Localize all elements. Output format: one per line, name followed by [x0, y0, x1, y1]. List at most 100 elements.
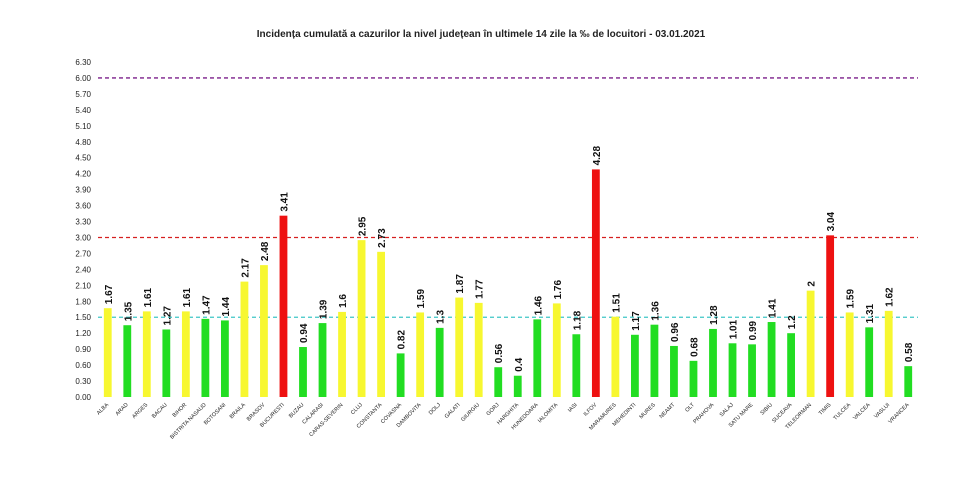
data-label: 0.56 — [494, 343, 505, 363]
x-tick-label: BUZAU — [288, 402, 305, 419]
bar — [279, 215, 288, 397]
bar — [221, 320, 229, 397]
y-tick-label: 1.20 — [75, 329, 91, 338]
data-label: 0.4 — [514, 357, 525, 371]
data-label: 2.48 — [260, 241, 271, 261]
x-tick-label: BACAU — [151, 402, 169, 420]
data-label: 1.39 — [319, 299, 330, 319]
bar — [162, 329, 171, 397]
data-label: 1.47 — [201, 295, 212, 315]
bar — [377, 251, 385, 397]
bar — [123, 325, 132, 397]
data-label: 1.3 — [436, 310, 447, 324]
y-tick-label: 3.30 — [75, 218, 91, 227]
chart-title: Incidența cumulată a cazurilor la nivel … — [256, 29, 706, 40]
data-label: 1.18 — [572, 310, 583, 330]
y-tick-label: 3.00 — [75, 233, 91, 242]
bar — [767, 322, 776, 397]
x-tick-label: PRAHOVA — [692, 402, 715, 425]
bar — [181, 311, 190, 397]
bar — [591, 169, 600, 397]
x-tick-label: TULCEA — [832, 402, 852, 422]
x-tick-label: ARAD — [115, 402, 130, 417]
x-tick-label: GALATI — [444, 402, 462, 420]
x-tick-label: MURES — [639, 402, 658, 421]
bar — [787, 333, 795, 397]
y-tick-label: 5.70 — [75, 90, 91, 99]
bar — [103, 308, 112, 397]
x-tick-label: BISTRITA NASAUD — [169, 402, 208, 441]
y-tick-label: 0.90 — [75, 345, 91, 354]
data-label: 0.94 — [299, 323, 310, 343]
y-tick-label: 6.30 — [75, 58, 91, 67]
bar — [299, 347, 307, 397]
data-label: 1.2 — [787, 315, 798, 329]
y-tick-label: 2.40 — [75, 265, 91, 274]
y-tick-label: 0.30 — [75, 377, 91, 386]
data-label: 1.77 — [475, 279, 486, 299]
bar — [689, 360, 698, 397]
y-tick-label: 4.20 — [75, 170, 91, 179]
bar — [201, 318, 210, 397]
data-label: 0.82 — [397, 329, 408, 349]
y-tick-label: 0.00 — [75, 393, 91, 402]
data-label: 1.17 — [631, 311, 642, 331]
data-label: 2.17 — [240, 258, 251, 278]
bar — [357, 240, 366, 397]
y-tick-label: 4.80 — [75, 138, 91, 147]
data-label: 1.59 — [416, 289, 427, 309]
y-tick-label: 1.50 — [75, 313, 91, 322]
y-tick-label: 6.00 — [75, 74, 91, 83]
x-tick-label: VASLUI — [873, 402, 891, 420]
data-label: 3.41 — [279, 192, 290, 212]
data-label: 1.87 — [455, 274, 466, 294]
y-tick-label: 5.40 — [75, 106, 91, 115]
bar — [884, 310, 893, 397]
data-label: 1.44 — [221, 297, 232, 317]
x-tick-label: GIURGIU — [460, 402, 481, 423]
bar — [533, 319, 542, 397]
y-tick-label: 3.90 — [75, 186, 91, 195]
x-tick-label: DOLJ — [428, 402, 442, 416]
data-label: 0.99 — [748, 320, 759, 340]
y-tick-label: 1.80 — [75, 297, 91, 306]
data-label: 1.35 — [123, 301, 134, 321]
x-tick-label: IASI — [567, 402, 579, 414]
x-tick-label: IALOMITA — [537, 402, 559, 424]
bar — [318, 323, 327, 397]
bar — [709, 328, 717, 397]
x-tick-label: GORJ — [486, 402, 501, 417]
x-tick-label: OLT — [684, 402, 696, 414]
x-tick-label: TIMIS — [818, 402, 833, 417]
y-tick-label: 2.10 — [75, 281, 91, 290]
bar — [396, 353, 405, 397]
y-tick-label: 3.60 — [75, 202, 91, 211]
bar — [904, 366, 913, 397]
x-tick-label: BRAILA — [229, 402, 247, 420]
bar — [494, 367, 503, 397]
bar — [748, 344, 756, 397]
data-label: 1.41 — [768, 298, 779, 318]
data-label: 0.58 — [904, 342, 915, 362]
data-label: 1.61 — [182, 287, 193, 307]
bar — [826, 235, 835, 397]
data-label: 1.28 — [709, 305, 720, 325]
x-tick-label: SIBIU — [760, 402, 774, 416]
data-label: 1.67 — [104, 284, 115, 304]
data-label: 1.46 — [533, 295, 544, 315]
x-tick-label: ALBA — [96, 402, 110, 416]
bar — [611, 316, 620, 397]
data-label: 1.01 — [729, 319, 740, 339]
data-label: 1.6 — [338, 294, 349, 308]
y-tick-label: 2.70 — [75, 249, 91, 258]
data-label: 1.59 — [846, 289, 857, 309]
x-tick-label: VALCEA — [852, 402, 872, 422]
bar — [631, 334, 639, 397]
data-label: 3.04 — [826, 211, 837, 231]
bar — [142, 311, 151, 397]
bar — [806, 290, 815, 397]
data-label: 1.27 — [162, 306, 173, 326]
x-tick-label: NEAMT — [659, 402, 677, 420]
bar — [728, 343, 737, 397]
